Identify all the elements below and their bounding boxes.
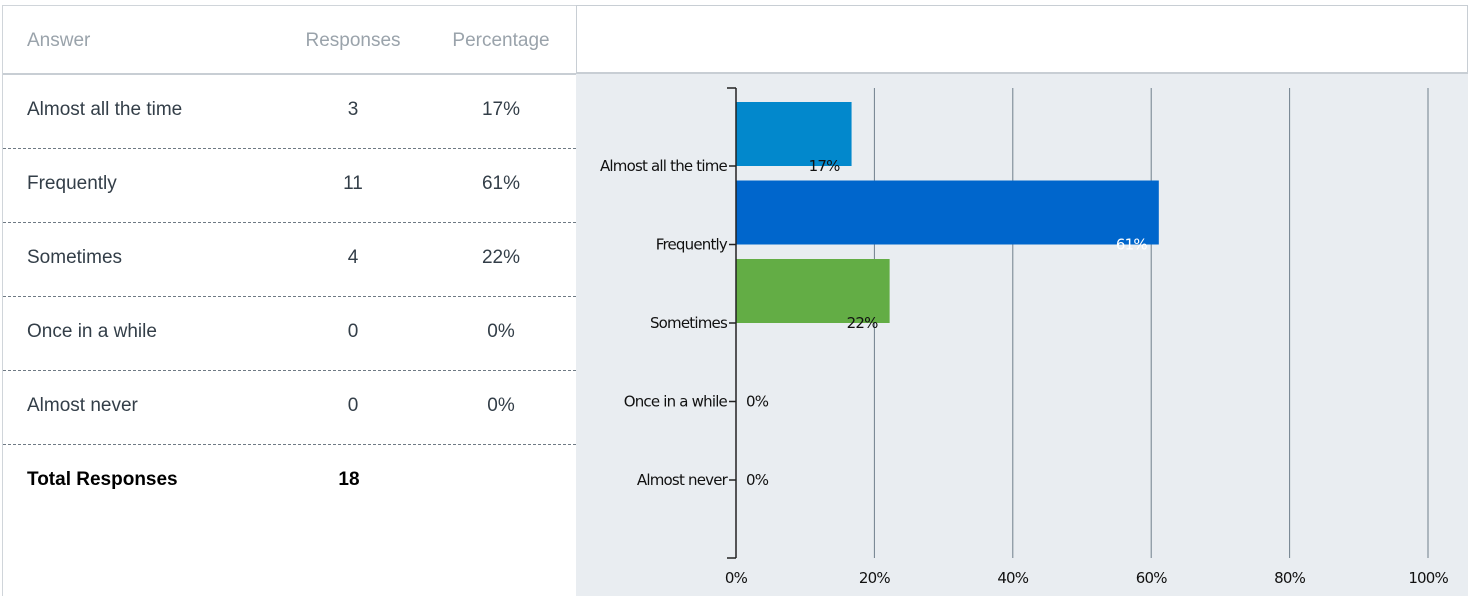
data-label: 0% [746,471,769,489]
bar-chart: Almost all the time 17% Frequently 61% Somet… [576,74,1468,596]
x-tick-label: 0% [725,569,748,587]
percentage-cell: 0% [487,321,515,342]
table-header: Answer Responses Percentage [3,6,576,75]
category-label: Once in a while [624,393,728,411]
chart-header [576,5,1468,74]
responses-cell: 11 [343,173,363,194]
bar [736,102,852,166]
data-label: 22% [847,314,878,332]
answer-cell: Almost never [27,395,138,416]
bar [736,259,890,323]
responses-cell: 0 [347,321,359,342]
table-row: Once in a while 0 0% [3,297,576,371]
total-value: 18 [338,469,360,490]
category-label: Frequently [656,236,728,254]
responses-cell: 3 [347,99,359,120]
data-label: 61% [1116,236,1147,254]
responses-cell: 4 [347,247,359,268]
total-label: Total Responses [27,469,178,490]
percentage-cell: 17% [481,99,521,120]
x-tick-label: 20% [859,569,890,587]
table-row: Sometimes 4 22% [3,223,576,297]
bar [736,180,1159,245]
percentage-cell: 61% [481,173,521,194]
bar-chart-svg: Almost all the time 17% Frequently 61% Somet… [600,87,1449,587]
category-label: Almost never [637,471,729,489]
data-label: 17% [809,157,840,175]
answer-cell: Almost all the time [27,99,183,120]
responses-cell: 0 [347,395,359,416]
category-label: Almost all the time [600,157,728,175]
percentage-cell: 22% [481,247,521,268]
table-row: Almost all the time 3 17% [3,75,576,149]
percentage-cell: 0% [487,395,515,416]
x-tick-label: 60% [1136,569,1167,587]
category-label: Sometimes [650,314,728,332]
percentage-column-header: Percentage [452,30,550,51]
data-label: 0% [746,393,769,411]
table-row: Frequently 11 61% [3,149,576,223]
table-row: Almost never 0 0% [3,371,576,445]
answer-cell: Once in a while [27,321,157,342]
x-tick-label: 100% [1408,569,1448,587]
x-tick-label: 80% [1274,569,1305,587]
answer-column-header: Answer [27,30,91,51]
answer-cell: Frequently [27,173,117,194]
responses-column-header: Responses [305,30,401,51]
responses-table: Answer Responses Percentage Almost all t… [2,5,576,596]
x-tick-label: 40% [997,569,1028,587]
answer-cell: Sometimes [27,247,123,268]
total-row: Total Responses 18 [3,445,576,519]
